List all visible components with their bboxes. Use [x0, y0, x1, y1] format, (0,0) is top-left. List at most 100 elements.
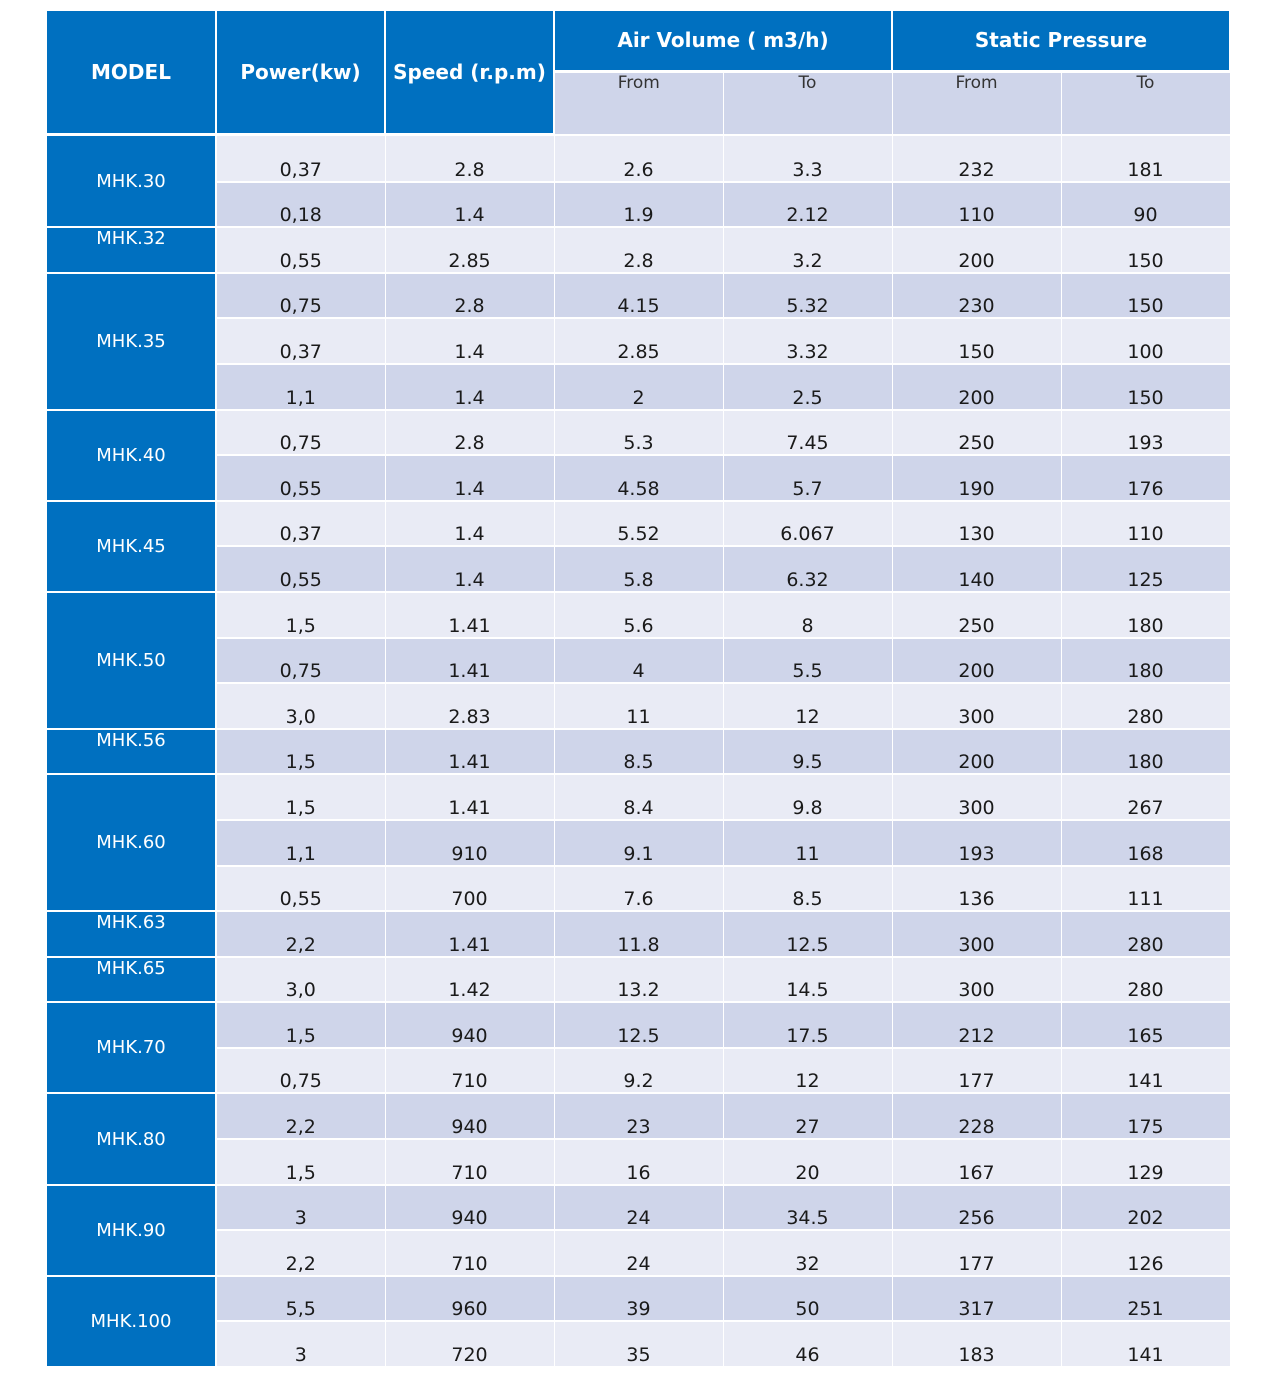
speed-cell: 1.41	[385, 728, 555, 776]
speed-cell: 710	[385, 1230, 555, 1277]
table-row: 0,18 1.4 1.9 2.12 110 90	[47, 181, 1231, 229]
table-row: 0,75 1.41 4 5.5 200 180	[47, 637, 1231, 685]
pressure-from-cell: 230	[892, 272, 1062, 320]
subheader-air-to: To	[723, 71, 893, 134]
air-from-cell: 35	[554, 1321, 724, 1369]
air-to-cell: 7.45	[723, 409, 893, 457]
pressure-from-cell: 190	[892, 455, 1062, 502]
speed-cell: 1.41	[385, 911, 555, 958]
power-cell: 1,1	[216, 819, 386, 867]
pressure-from-cell: 193	[892, 819, 1062, 867]
model-cell: MHK.56	[47, 728, 217, 776]
table-row: MHK.56 1,5 1.41 8.5 9.5 200 180	[47, 728, 1231, 776]
air-to-cell: 5.7	[723, 455, 893, 502]
pressure-from-cell: 212	[892, 1002, 1062, 1049]
model-cell: MHK.65	[47, 956, 217, 1004]
air-from-cell: 4	[554, 637, 724, 685]
speed-cell: 1.41	[385, 637, 555, 685]
air-to-cell: 27	[723, 1093, 893, 1141]
air-from-cell: 7.6	[554, 865, 724, 913]
pressure-to-cell: 90	[1061, 181, 1231, 229]
table-row: MHK.90 3 940 24 34.5 256 202	[47, 1184, 1231, 1277]
pressure-from-cell: 228	[892, 1093, 1062, 1141]
air-from-cell: 5.52	[554, 500, 724, 548]
power-cell: 0,55	[216, 455, 386, 502]
pressure-to-cell: 180	[1061, 591, 1231, 639]
header-speed: Speed (r.p.m)	[385, 11, 555, 136]
table-row: MHK.50 1,5 1.41 5.6 8 250 180	[47, 591, 1231, 730]
pressure-from-cell: 200	[892, 227, 1062, 274]
table-row: 0,55 1.4 5.8 6.32 140 125	[47, 546, 1231, 593]
pressure-from-cell: 167	[892, 1139, 1062, 1186]
air-to-cell: 6.32	[723, 546, 893, 593]
model-cell: MHK.70	[47, 1002, 217, 1095]
table-row: 0,55 1.4 4.58 5.7 190 176	[47, 455, 1231, 502]
table-row: MHK.80 2,2 940 23 27 228 175	[47, 1093, 1231, 1186]
power-cell: 0,75	[216, 409, 386, 457]
pressure-from-cell: 110	[892, 181, 1062, 229]
table-row: MHK.45 0,37 1.4 5.52 6.067 130 110	[47, 500, 1231, 593]
pressure-to-cell: 180	[1061, 728, 1231, 776]
pressure-to-cell: 125	[1061, 546, 1231, 593]
power-cell: 1,5	[216, 728, 386, 776]
pressure-from-cell: 256	[892, 1184, 1062, 1232]
table-row: 1,1 1.4 2 2.5 200 150	[47, 363, 1231, 411]
air-from-cell: 8.4	[554, 774, 724, 821]
air-to-cell: 8	[723, 591, 893, 639]
power-cell: 0,55	[216, 227, 386, 274]
speed-cell: 910	[385, 819, 555, 867]
air-from-cell: 5.6	[554, 591, 724, 639]
power-cell: 2,2	[216, 911, 386, 958]
air-to-cell: 32	[723, 1230, 893, 1277]
air-from-cell: 4.15	[554, 272, 724, 320]
pressure-to-cell: 280	[1061, 911, 1231, 958]
power-cell: 2,2	[216, 1093, 386, 1141]
model-cell: MHK.40	[47, 409, 217, 502]
air-to-cell: 3.3	[723, 136, 893, 183]
pressure-to-cell: 193	[1061, 409, 1231, 457]
speed-cell: 1.42	[385, 956, 555, 1004]
air-to-cell: 3.2	[723, 227, 893, 274]
air-from-cell: 2.85	[554, 318, 724, 365]
table-row: MHK.60 1,5 1.41 8.4 9.8 300 267	[47, 774, 1231, 913]
power-cell: 0,55	[216, 546, 386, 593]
pressure-from-cell: 136	[892, 865, 1062, 913]
pressure-to-cell: 180	[1061, 637, 1231, 685]
pressure-from-cell: 177	[892, 1047, 1062, 1095]
air-to-cell: 6.067	[723, 500, 893, 548]
header-air-volume: Air Volume ( m3/h)	[554, 11, 893, 73]
pressure-from-cell: 140	[892, 546, 1062, 593]
air-from-cell: 1.9	[554, 181, 724, 229]
speed-cell: 720	[385, 1321, 555, 1369]
power-cell: 0,55	[216, 865, 386, 913]
air-from-cell: 12.5	[554, 1002, 724, 1049]
speed-cell: 710	[385, 1047, 555, 1095]
power-cell: 0,75	[216, 272, 386, 320]
power-cell: 3	[216, 1321, 386, 1369]
air-to-cell: 11	[723, 819, 893, 867]
pressure-from-cell: 250	[892, 591, 1062, 639]
air-to-cell: 9.8	[723, 774, 893, 821]
air-from-cell: 23	[554, 1093, 724, 1141]
speed-cell: 2.8	[385, 136, 555, 183]
pressure-to-cell: 175	[1061, 1093, 1231, 1141]
header-power: Power(kw)	[216, 11, 386, 136]
speed-cell: 2.8	[385, 272, 555, 320]
air-from-cell: 24	[554, 1230, 724, 1277]
pressure-from-cell: 200	[892, 728, 1062, 776]
air-from-cell: 13.2	[554, 956, 724, 1004]
speed-cell: 1.4	[385, 500, 555, 548]
air-from-cell: 24	[554, 1184, 724, 1232]
speed-cell: 2.83	[385, 683, 555, 730]
pressure-from-cell: 200	[892, 363, 1062, 411]
pressure-from-cell: 150	[892, 318, 1062, 365]
air-from-cell: 5.3	[554, 409, 724, 457]
air-to-cell: 5.32	[723, 272, 893, 320]
air-to-cell: 5.5	[723, 637, 893, 685]
model-cell: MHK.30	[47, 136, 217, 229]
air-to-cell: 2.12	[723, 181, 893, 229]
table-header: MODEL Power(kw) Speed (r.p.m) Air Volume…	[47, 11, 1231, 136]
power-cell: 3,0	[216, 683, 386, 730]
speed-cell: 1.4	[385, 546, 555, 593]
pressure-to-cell: 168	[1061, 819, 1231, 867]
